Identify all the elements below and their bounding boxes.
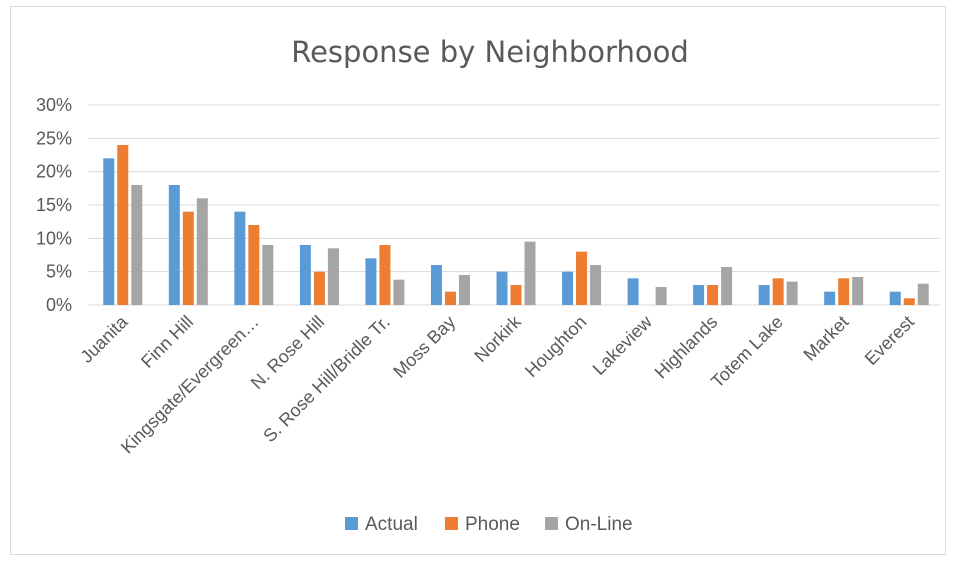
bar-actual — [758, 285, 770, 305]
bar-phone — [707, 285, 719, 305]
bar-actual — [365, 258, 377, 305]
bar-actual — [562, 271, 574, 305]
bar-online — [786, 281, 798, 305]
y-tick-label: 10% — [36, 228, 72, 248]
bar-actual — [496, 271, 508, 305]
chart-title: Response by Neighborhood — [291, 35, 689, 69]
bar-actual — [103, 158, 115, 305]
bar-actual — [889, 291, 901, 305]
x-tick-label: S. Rose Hill/Bridle Tr. — [259, 312, 393, 446]
bar-phone — [838, 278, 850, 305]
x-tick-label: Houghton — [521, 312, 590, 381]
bar-actual — [693, 285, 705, 305]
legend-label: Actual — [365, 514, 418, 535]
bar-actual — [234, 211, 246, 305]
bar-actual — [168, 185, 180, 305]
bar-phone — [182, 211, 194, 305]
bars — [103, 145, 929, 305]
y-tick-label: 30% — [36, 95, 72, 115]
legend-swatch — [445, 517, 458, 530]
y-tick-label: 25% — [36, 128, 72, 148]
bar-online — [524, 241, 536, 305]
y-tick-label: 20% — [36, 162, 72, 182]
bar-online — [655, 287, 667, 305]
bar-actual — [430, 265, 442, 305]
y-axis-ticks: 0% 5% 10% 15% 20% 25% 30% — [36, 95, 72, 315]
bar-actual — [824, 291, 836, 305]
y-tick-label: 0% — [46, 295, 72, 315]
bar-phone — [444, 291, 456, 305]
bar-online — [196, 198, 208, 305]
bar-online — [131, 185, 143, 305]
bar-phone — [248, 225, 260, 305]
x-tick-label: Kingsgate/Evergreen… — [117, 312, 263, 458]
x-tick-label: Juanita — [76, 311, 132, 367]
bar-online — [917, 283, 929, 305]
legend-label: Phone — [465, 514, 520, 535]
legend-swatch — [545, 517, 558, 530]
x-tick-label: Lakeview — [589, 311, 657, 379]
bar-online — [327, 248, 339, 305]
x-tick-label: Moss Bay — [389, 312, 459, 382]
legend: Actual Phone On-Line — [345, 514, 633, 535]
bar-online — [590, 265, 602, 305]
legend-swatch — [345, 517, 358, 530]
bar-phone — [117, 145, 129, 305]
bar-phone — [576, 251, 588, 305]
bar-phone — [903, 298, 915, 305]
bar-online — [852, 277, 864, 305]
bar-actual — [299, 245, 311, 305]
bar-actual — [627, 278, 639, 305]
x-tick-label: Finn Hill — [137, 312, 197, 372]
bar-phone — [379, 245, 391, 305]
bar-online — [458, 275, 470, 305]
legend-label: On-Line — [565, 514, 633, 535]
chart-frame — [10, 6, 946, 555]
bar-online — [393, 279, 405, 305]
x-tick-label: Highlands — [651, 312, 722, 383]
x-tick-label: Everest — [861, 312, 918, 369]
bar-phone — [772, 278, 784, 305]
bar-online — [721, 267, 733, 305]
x-tick-label: Market — [799, 312, 852, 365]
bar-phone — [313, 271, 325, 305]
bar-online — [262, 245, 274, 305]
bar-phone — [510, 285, 522, 305]
grid-lines — [88, 104, 940, 306]
y-tick-label: 15% — [36, 195, 72, 215]
y-tick-label: 5% — [46, 262, 72, 282]
x-tick-label: Norkirk — [470, 311, 525, 366]
